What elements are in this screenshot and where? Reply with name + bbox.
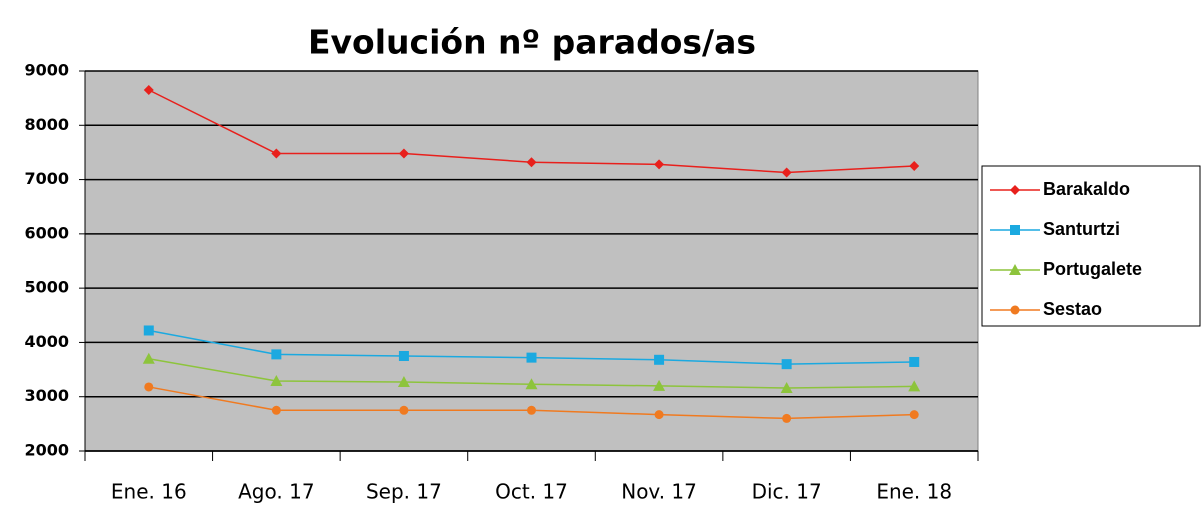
marker — [398, 351, 409, 361]
marker — [909, 410, 919, 420]
marker — [1010, 305, 1020, 315]
marker — [143, 325, 154, 336]
marker — [781, 359, 792, 370]
marker — [526, 157, 537, 168]
marker — [1009, 264, 1021, 275]
x-tick-label: Sep. 17 — [366, 480, 442, 504]
marker — [908, 380, 921, 392]
marker — [654, 410, 664, 420]
y-tick-label: 5000 — [24, 278, 69, 297]
marker — [143, 85, 154, 95]
marker — [654, 159, 665, 170]
marker — [271, 148, 282, 159]
marker — [271, 349, 282, 360]
marker — [781, 167, 792, 178]
y-tick-label: 4000 — [24, 332, 69, 351]
marker — [653, 379, 666, 391]
marker — [780, 382, 793, 394]
marker — [1010, 225, 1020, 235]
chart-title: Evolución nº parados/as — [308, 23, 756, 62]
marker — [1010, 185, 1020, 195]
marker — [144, 382, 154, 392]
y-tick-label: 7000 — [24, 169, 69, 188]
legend-label: Santurtzi — [1043, 219, 1120, 239]
legend-label: Sestao — [1043, 299, 1102, 319]
legend-label: Portugalete — [1043, 259, 1142, 279]
marker — [526, 352, 537, 363]
y-tick-label: 3000 — [24, 386, 69, 405]
marker — [525, 378, 538, 390]
y-tick-label: 6000 — [24, 223, 69, 242]
marker — [399, 405, 409, 415]
marker — [527, 405, 536, 415]
x-tick-label: Ago. 17 — [238, 480, 314, 504]
marker — [397, 376, 410, 388]
x-tick-label: Ene. 18 — [876, 480, 952, 504]
x-tick-label: Ene. 16 — [111, 480, 187, 504]
x-tick-label: Nov. 17 — [621, 480, 697, 504]
y-tick-label: 9000 — [24, 61, 69, 80]
x-tick-label: Oct. 17 — [495, 480, 568, 504]
legend-label: Barakaldo — [1043, 179, 1130, 199]
marker — [654, 354, 665, 365]
marker — [270, 374, 283, 386]
marker — [782, 413, 792, 423]
marker — [398, 148, 409, 159]
y-tick-label: 2000 — [24, 441, 69, 460]
legend-box — [981, 165, 1201, 327]
marker — [142, 352, 155, 364]
y-tick-label: 8000 — [24, 115, 69, 134]
marker — [909, 356, 920, 367]
x-tick-label: Dic. 17 — [752, 480, 822, 504]
marker — [271, 405, 281, 415]
plot-area — [84, 70, 979, 452]
marker — [909, 161, 920, 171]
